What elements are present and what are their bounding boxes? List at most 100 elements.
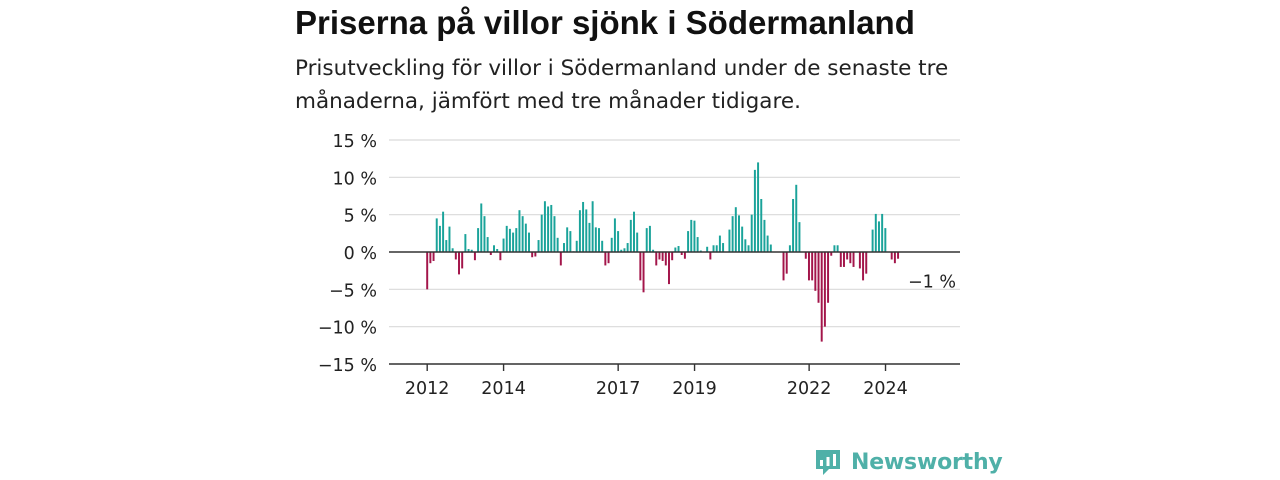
bar <box>664 252 667 266</box>
bar <box>833 245 836 252</box>
bar <box>461 252 464 269</box>
bar <box>655 252 658 266</box>
bar <box>445 240 448 252</box>
x-tick-label: 2022 <box>787 379 832 399</box>
bar <box>566 227 569 252</box>
bar <box>550 204 553 252</box>
bar <box>473 252 476 261</box>
bar <box>477 228 480 252</box>
bar <box>795 184 798 252</box>
bar <box>849 252 852 264</box>
bar <box>846 252 849 260</box>
bar <box>486 237 489 252</box>
bar <box>448 226 451 252</box>
bar <box>757 162 760 252</box>
bar <box>693 220 696 252</box>
bar <box>722 243 725 252</box>
y-tick-label: 5 % <box>344 207 377 227</box>
bar <box>674 247 677 252</box>
bar <box>432 252 435 261</box>
x-tick-label: 2017 <box>596 379 641 399</box>
bar <box>690 219 693 252</box>
bar <box>610 237 613 252</box>
newsworthy-logo-icon <box>816 450 840 475</box>
bar <box>858 252 861 269</box>
bar <box>718 235 721 252</box>
bar <box>429 252 432 264</box>
bar <box>585 209 588 252</box>
bar <box>499 252 502 261</box>
bar <box>518 210 521 252</box>
bar <box>769 244 772 252</box>
bar <box>738 215 740 252</box>
bar <box>680 252 683 255</box>
bar <box>747 245 750 252</box>
bar <box>601 240 604 252</box>
bar <box>493 245 495 252</box>
bar <box>839 252 842 267</box>
bar <box>731 216 734 252</box>
bars <box>426 162 900 342</box>
bar <box>623 248 626 252</box>
annotation: −1 % <box>908 272 956 292</box>
bar <box>483 216 486 252</box>
bar <box>785 252 788 274</box>
bar <box>480 203 483 252</box>
y-tick-label: −5 % <box>329 281 377 301</box>
bar <box>715 245 718 252</box>
bar <box>629 219 632 252</box>
bar <box>512 232 515 252</box>
bar <box>553 216 556 252</box>
bar <box>865 252 868 274</box>
bar <box>683 252 686 259</box>
bar <box>661 252 664 261</box>
bar <box>744 239 747 252</box>
x-tick-label: 2014 <box>481 379 526 399</box>
bar <box>620 249 623 252</box>
bar <box>798 222 801 252</box>
bar <box>862 252 865 281</box>
bar <box>467 249 470 252</box>
bar <box>569 231 572 252</box>
bar <box>458 252 460 275</box>
bar <box>645 228 648 252</box>
bar <box>531 252 534 258</box>
bar <box>874 213 877 252</box>
bar <box>728 229 731 252</box>
bar <box>811 252 814 281</box>
bar <box>505 225 508 252</box>
bar <box>648 225 651 252</box>
bar <box>489 252 492 255</box>
bar <box>652 249 655 252</box>
bar <box>890 252 893 260</box>
y-tick-label: 10 % <box>333 169 377 189</box>
y-tick-label: −10 % <box>318 319 377 339</box>
bar <box>677 246 680 252</box>
bar <box>842 252 845 267</box>
y-tick-label: 0 % <box>344 244 377 264</box>
bar <box>636 232 639 252</box>
bar <box>642 252 645 293</box>
x-tick-label: 2012 <box>405 379 450 399</box>
brand-logo: Newsworthy <box>814 446 1003 478</box>
bar <box>639 252 642 281</box>
bar <box>582 201 585 252</box>
bar <box>528 232 530 252</box>
bar-chart: 15 %10 %5 %0 %−5 %−10 %−15 % 2012 2014 201… <box>318 132 960 399</box>
bar <box>435 218 438 252</box>
bar <box>807 252 810 281</box>
bar <box>521 216 524 252</box>
bar <box>830 252 833 256</box>
bar <box>540 214 543 252</box>
bar <box>496 249 499 252</box>
bar <box>706 246 709 252</box>
bar <box>782 252 785 281</box>
bar <box>820 252 823 342</box>
bar <box>753 169 756 252</box>
x-tick-label: 2019 <box>672 379 717 399</box>
bar <box>633 211 635 252</box>
brand-name: Newsworthy <box>851 449 1003 475</box>
bar <box>617 231 620 252</box>
bar <box>741 226 744 252</box>
bar <box>734 207 737 252</box>
